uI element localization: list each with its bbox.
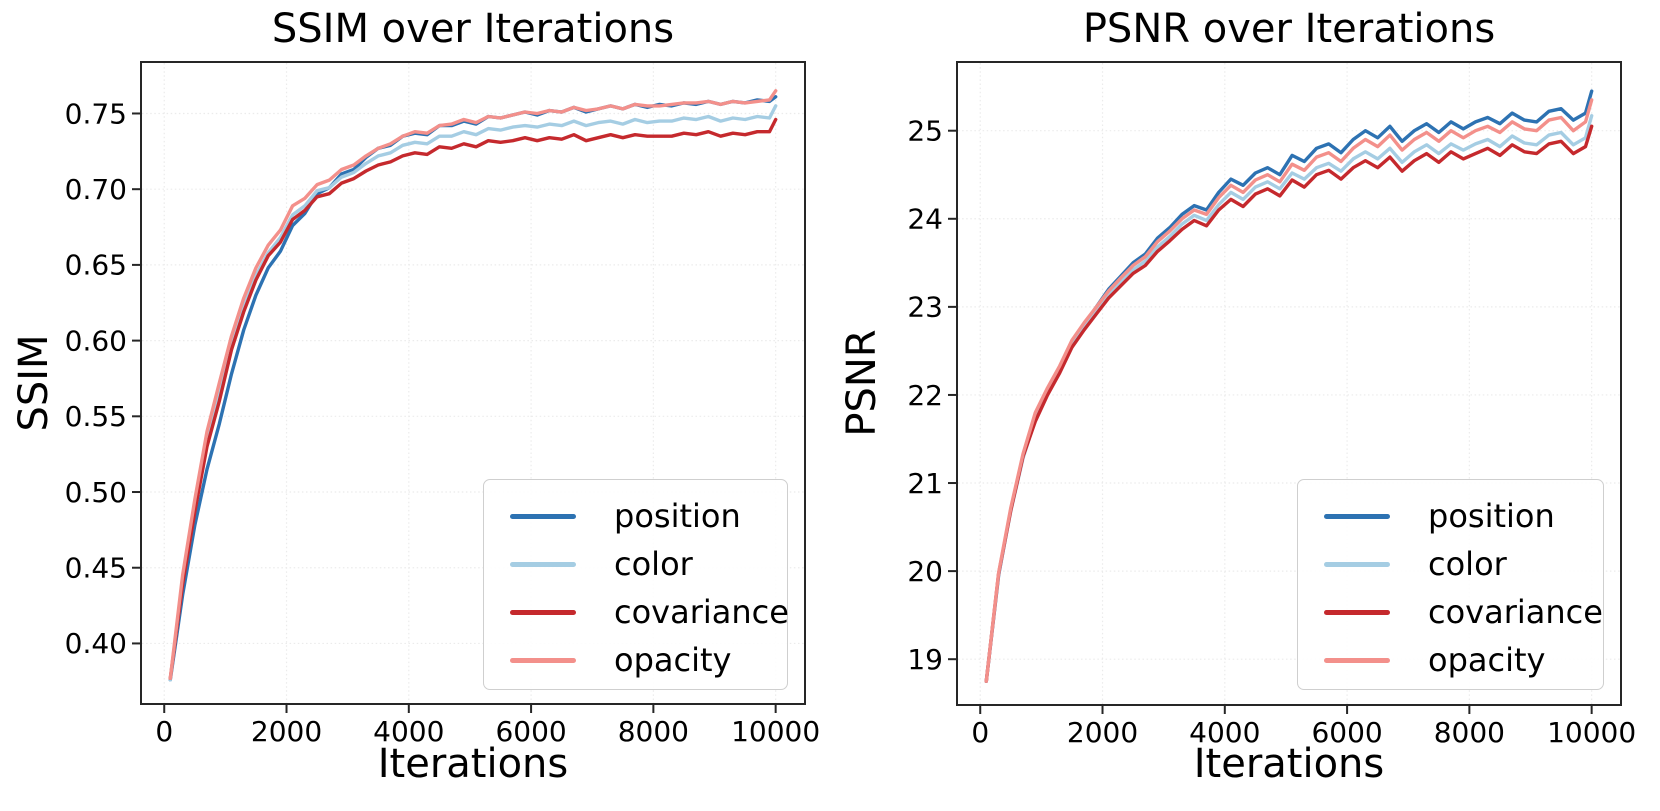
legend-label: position [614,497,741,535]
legend-item-color: color [1324,540,1603,588]
legend-item-covariance: covariance [1324,588,1603,636]
legend-label: color [614,545,693,583]
legend-label: opacity [614,641,732,679]
x-tick-label: 6000 [495,715,566,748]
legend-item-position: position [1324,492,1603,540]
series-line-color [168,104,778,682]
covariance-line-sample [510,609,576,615]
y-tick-label: 0.55 [65,400,127,433]
psnr-chart-title: PSNR over Iterations [1082,6,1496,52]
ssim-chart-canvas: 0 2000 4000 6000 8000 10000 0.40 0.45 0.50 0.55 0.… [65,61,820,748]
ssim-legend: position color covariance opacity [483,479,789,690]
x-tick-label: 4000 [1189,716,1260,749]
x-tick-label: 4000 [373,715,444,748]
psnr-chart-canvas: 0 2000 4000 6000 8000 10000 19 20 21 22 23 24 25 [907,61,1636,749]
series-line-opacity [984,98,1594,683]
y-tick-label: 22 [907,379,943,412]
y-tick-label: 24 [907,203,943,236]
y-tick-label: 0.60 [65,324,127,357]
x-tick-label: 10000 [1547,716,1636,749]
legend-item-color: color [510,540,787,588]
opacity-line-sample [1324,657,1390,663]
series-line-covariance [984,124,1594,683]
ssim-chart-title: SSIM over Iterations [271,6,675,52]
color-line-sample [510,561,576,567]
y-tick-label: 23 [907,291,943,324]
series-line-covariance [168,117,778,680]
y-tick-label: 25 [907,115,943,148]
plot-border [956,61,1622,706]
ssim-x-axis-label: Iterations [377,741,569,787]
covariance-line-sample [1324,609,1390,615]
legend-item-covariance: covariance [510,588,789,636]
legend-label: position [1428,497,1555,535]
y-tick-label: 0.75 [65,97,127,130]
ssim-y-axis-label: SSIM [11,334,57,432]
x-tick-label: 8000 [1434,716,1505,749]
series-line-color [984,113,1594,683]
x-tick-label: 10000 [731,715,820,748]
x-tick-label: 2000 [1067,716,1138,749]
y-tick-label: 19 [907,643,943,676]
psnr-y-axis-label: PSNR [839,329,885,437]
color-line-sample [1324,561,1390,567]
y-tick-label: 0.50 [65,476,127,509]
y-tick-label: 20 [907,555,943,588]
x-tick-label: 0 [155,715,173,748]
x-tick-label: 2000 [251,715,322,748]
y-tick-label: 0.70 [65,173,127,206]
position-line-sample [510,513,576,519]
legend-label: color [1428,545,1507,583]
series-line-opacity [168,89,778,680]
psnr-x-axis-label: Iterations [1193,741,1385,787]
y-tick-label: 0.65 [65,249,127,282]
x-tick-label: 8000 [618,715,689,748]
x-tick-label: 6000 [1311,716,1382,749]
psnr-legend: position color covariance opacity [1297,479,1604,690]
legend-item-position: position [510,492,787,540]
opacity-line-sample [510,657,576,663]
y-tick-label: 0.40 [65,627,127,660]
legend-label: opacity [1428,641,1546,679]
position-line-sample [1324,513,1390,519]
legend-label: covariance [614,593,789,631]
plot-border [140,61,806,705]
legend-item-opacity: opacity [510,636,787,684]
y-tick-label: 0.45 [65,552,127,585]
legend-item-opacity: opacity [1324,636,1603,684]
legend-label: covariance [1428,593,1603,631]
y-tick-label: 21 [907,467,943,500]
x-tick-label: 0 [971,716,989,749]
